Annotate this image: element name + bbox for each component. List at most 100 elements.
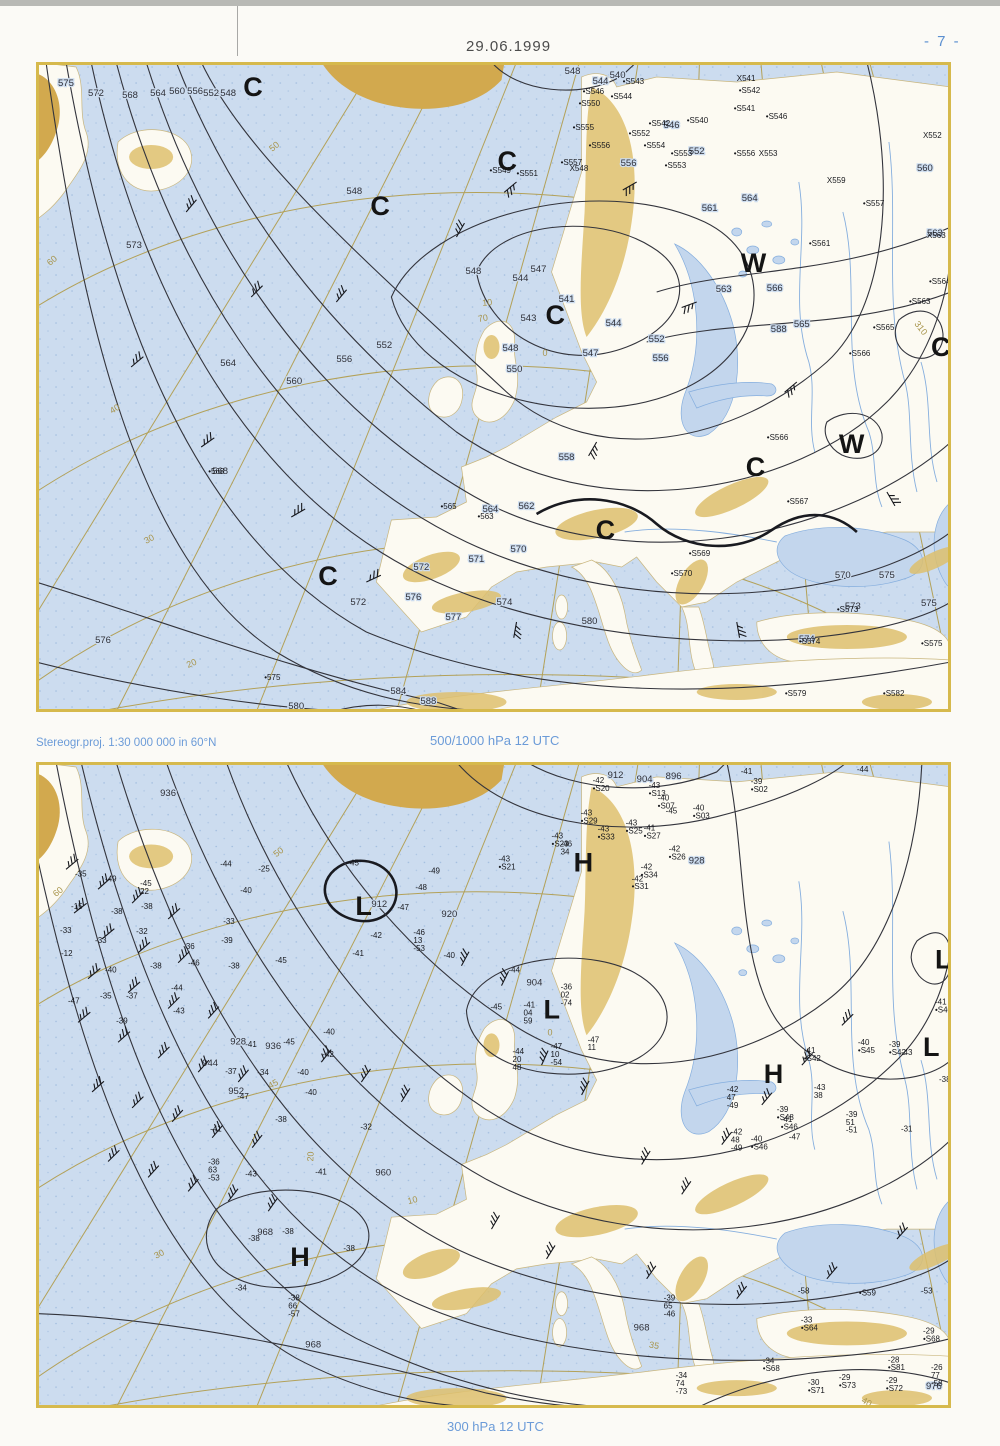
station-value-label: -38: [150, 962, 162, 971]
station-value-label: •S543: [623, 77, 645, 86]
station-value-label: -38: [275, 1115, 287, 1124]
station-value-label: -43 •S33: [598, 825, 616, 842]
station-value-label: -44: [857, 765, 869, 774]
contour-value-label: 968: [257, 1227, 273, 1238]
graticule-label: 20: [185, 657, 198, 670]
station-value-label: •S544: [611, 92, 633, 101]
station-value-label: -29 •S68: [923, 1326, 941, 1343]
station-value-label: -39 •S42: [889, 1040, 907, 1057]
contour-value-label: 574: [799, 634, 815, 645]
pressure-center-letter: C: [596, 515, 616, 545]
station-value-label: -37: [225, 1067, 237, 1076]
contour-value-label: 896: [666, 771, 682, 782]
station-value-label: -34: [257, 1068, 269, 1077]
contour-value-label: 928: [689, 855, 705, 866]
station-value-label: -45: [666, 807, 678, 816]
station-value-label: -41 •S42: [804, 1046, 822, 1063]
contour-value-label: 546: [664, 120, 680, 131]
station-value-label: -38: [111, 907, 123, 916]
station-value-label: •S59: [859, 1289, 877, 1298]
station-value-label: -45: [283, 1037, 295, 1046]
contour-value-label: 548: [346, 186, 362, 197]
station-value-label: -38: [939, 1075, 951, 1084]
station-value-label: -34: [235, 1284, 247, 1293]
station-value-label: X548: [570, 164, 589, 173]
contour-value-label: 552: [689, 146, 705, 157]
station-value-label: -43 •S13: [649, 781, 667, 798]
station-value-label: -29 •S72: [886, 1376, 904, 1393]
station-value-label: •S542: [739, 86, 761, 95]
contour-value-label: 572: [88, 88, 104, 99]
graticule-label: 45: [266, 1077, 280, 1091]
station-value-label: -44: [171, 984, 183, 993]
graticule-label: 35: [648, 1340, 660, 1352]
contour-value-label: 912: [608, 770, 624, 781]
station-value-label: •S574: [799, 637, 821, 646]
station-value-label: -29 •S73: [839, 1373, 857, 1390]
station-value-label: •S566: [849, 349, 871, 358]
station-value-label: •575: [264, 673, 281, 682]
station-value-label: -53: [921, 1287, 933, 1296]
station-value-label: -47: [68, 997, 80, 1006]
station-value-label: -39: [221, 936, 233, 945]
contour-value-label: 976: [926, 1381, 942, 1392]
contour-value-label: 588: [420, 696, 436, 707]
contour-value-label: 588: [771, 324, 787, 335]
pressure-center-letter: C: [318, 561, 338, 591]
station-value-label: -45: [490, 1002, 502, 1011]
contour-value-label: 570: [835, 570, 851, 581]
station-value-label: -35: [75, 869, 87, 878]
station-value-label: -44: [220, 859, 232, 868]
station-value-label: -42 47 -49: [727, 1085, 739, 1110]
contour-value-label: 564: [150, 88, 166, 99]
contour-value-label: 936: [160, 788, 176, 799]
contour-value-label: 568: [122, 90, 138, 101]
pressure-center-letter: L: [544, 994, 561, 1024]
station-value-label: -44: [509, 966, 521, 975]
station-value-label: -32: [360, 1123, 372, 1132]
station-value-label: X552: [923, 131, 942, 140]
contour-value-label: 556: [653, 353, 669, 364]
station-value-label: •S575: [921, 639, 943, 648]
station-value-label: -44 20 48: [513, 1047, 525, 1072]
contour-value-label: 570: [511, 544, 527, 555]
station-value-label: -41: [352, 949, 364, 958]
station-value-label: -37: [126, 992, 138, 1001]
pressure-center-letter: H: [290, 1242, 310, 1272]
station-value-label: •S565: [873, 323, 895, 332]
contour-value-label: 556: [187, 86, 203, 97]
station-value-label: -49: [105, 874, 117, 883]
contour-value-label: 552: [376, 340, 392, 351]
station-value-label: -47: [237, 1092, 249, 1101]
contour-value-label: 576: [95, 635, 111, 646]
station-value-label: •S542: [649, 119, 671, 128]
station-value-label: -47 11: [588, 1035, 600, 1052]
pressure-center-letter: H: [764, 1059, 784, 1089]
station-value-label: -12: [61, 949, 73, 958]
station-value-label: -41: [741, 767, 753, 776]
contour-value-label: 960: [375, 1167, 391, 1178]
station-value-label: -43 •S25: [626, 819, 644, 836]
contour-value-label: 576: [405, 592, 421, 603]
station-value-label: -43 •S23: [552, 832, 570, 849]
contour-value-label: 568: [212, 466, 228, 477]
map2-title: 300 hPa 12 UTC: [447, 1419, 544, 1434]
graticule-label: 0: [543, 348, 548, 358]
contour-value-label: 968: [634, 1323, 650, 1334]
station-value-label: -41: [245, 1040, 257, 1049]
contour-value-label: 572: [413, 562, 429, 573]
contour-value-label: 552: [649, 334, 665, 345]
station-value-label: -39: [116, 1016, 128, 1025]
contour-value-label: 564: [742, 193, 758, 204]
contour-value-label: 565: [794, 319, 810, 330]
scanner-edge: [0, 0, 1000, 6]
pressure-center-letter: L: [923, 1032, 940, 1062]
station-value-label: -41 •S46: [781, 1115, 799, 1132]
contour-value-label: 563: [927, 228, 943, 239]
station-value-label: -42 48 -49: [731, 1128, 743, 1153]
station-value-label: •S567: [787, 497, 809, 506]
graticule-label: 30: [142, 532, 156, 546]
station-value-label: -41 •S27: [644, 824, 662, 841]
station-value-label: •S546: [583, 87, 605, 96]
